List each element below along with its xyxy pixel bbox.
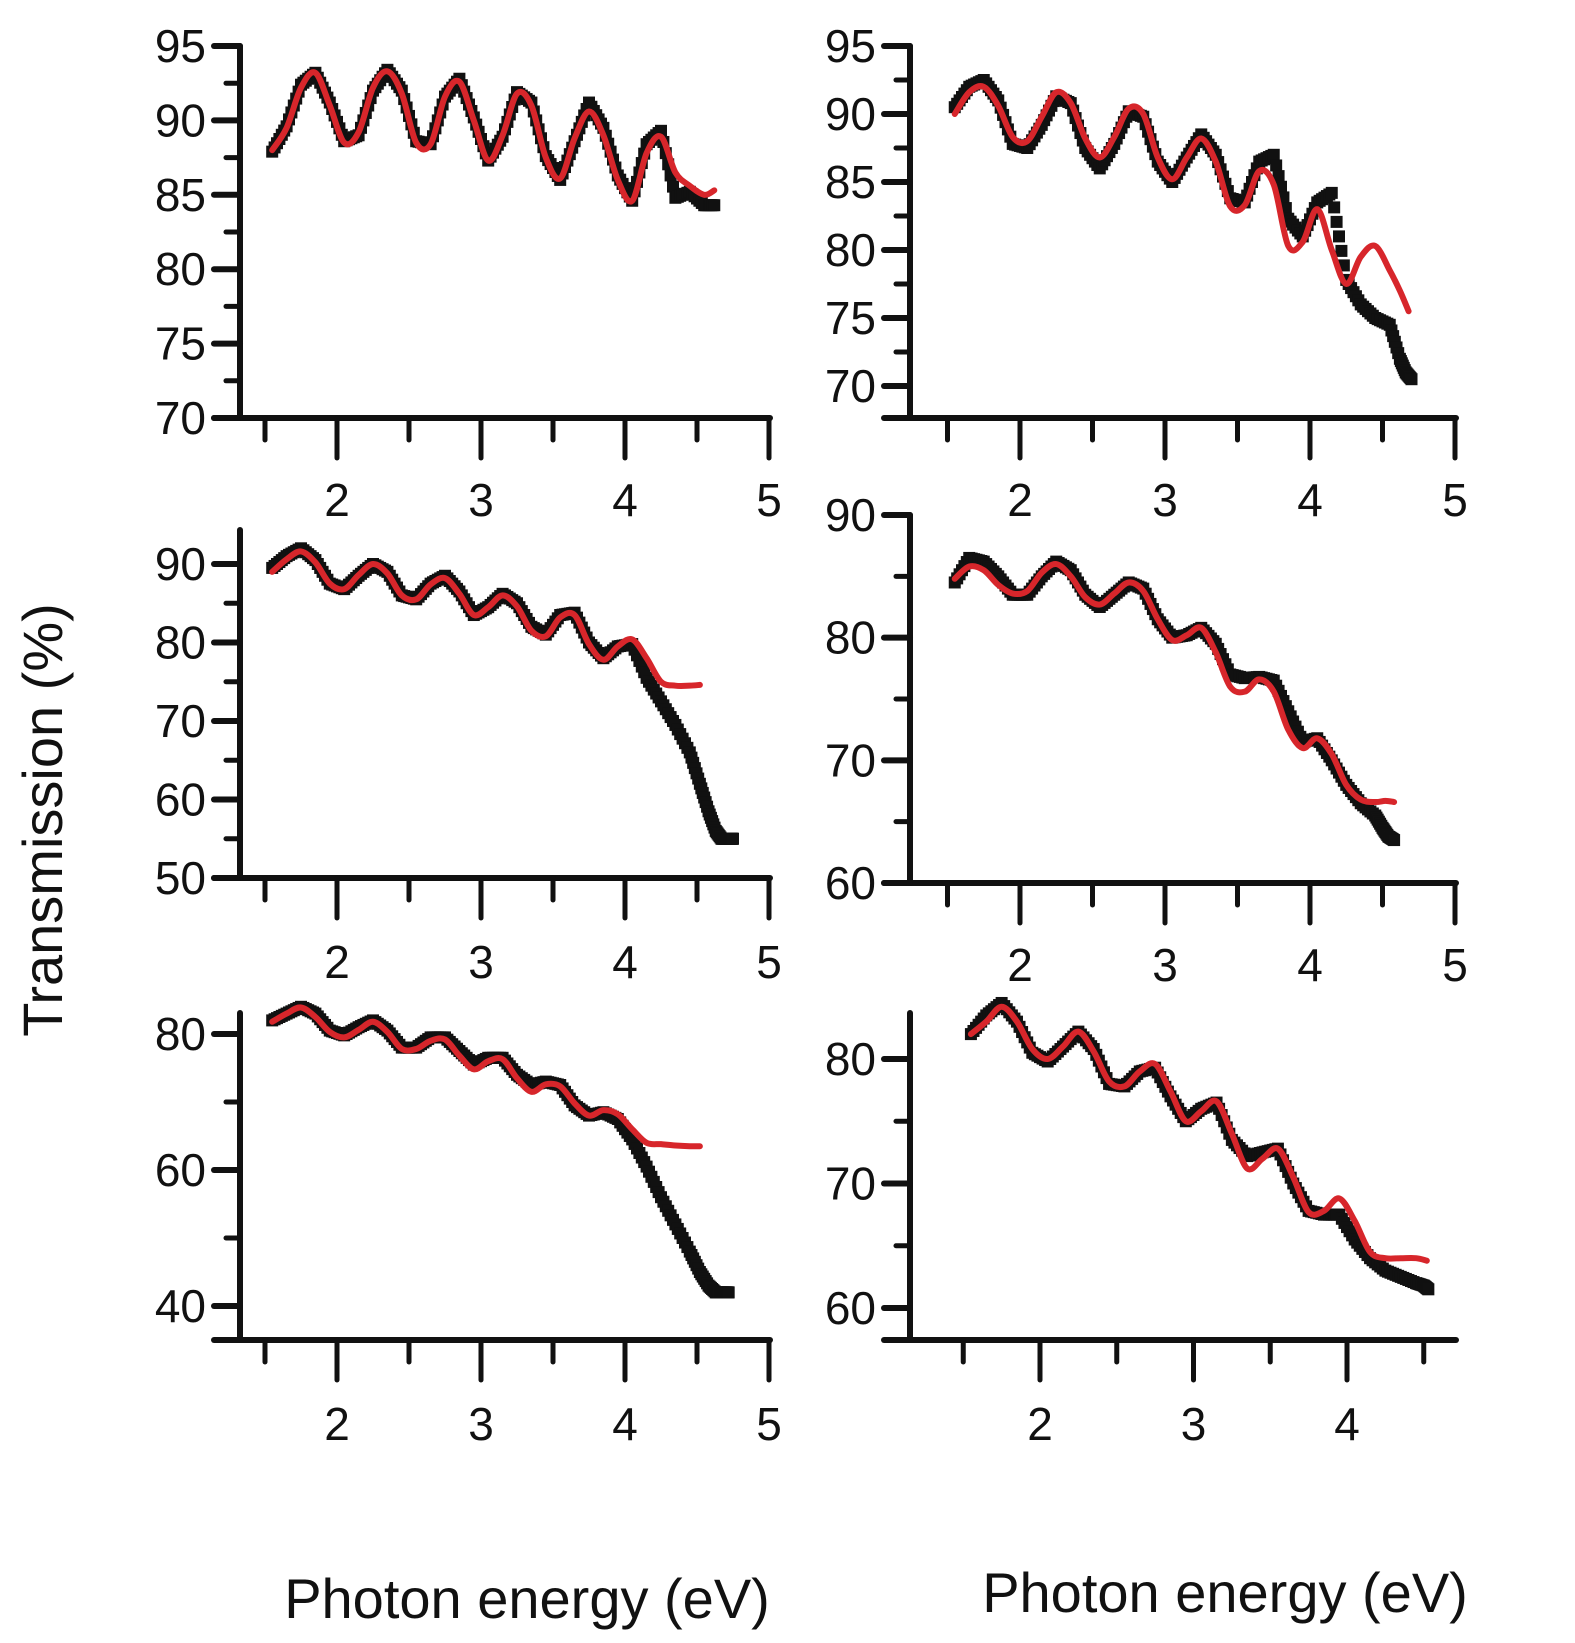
y-tick-label: 95 <box>155 20 206 72</box>
x-tick-label: 5 <box>1442 474 1468 526</box>
y-tick-label: 90 <box>825 489 876 541</box>
y-tick-label: 50 <box>155 852 206 904</box>
y-tick-label: 80 <box>825 1033 876 1085</box>
y-tick-label: 70 <box>155 695 206 747</box>
measured-point <box>667 180 679 193</box>
y-tick-label: 40 <box>155 1280 206 1332</box>
x-tick-label: 3 <box>1152 474 1178 526</box>
y-tick-label: 90 <box>825 88 876 140</box>
panel-middle-left: 50 60 70 80 90 2 3 4 5 <box>155 527 782 988</box>
x-axis-title-left: Photon energy (eV) <box>284 1567 770 1630</box>
x-tick-label: 2 <box>1027 1398 1053 1450</box>
x-tick-label: 3 <box>468 474 494 526</box>
measured-point <box>1333 230 1345 243</box>
y-tick-label: 70 <box>155 392 206 444</box>
panel-bottom-left: 40 60 80 2 3 4 5 <box>155 1000 782 1450</box>
y-tick-label: 60 <box>155 774 206 826</box>
y-tick-label: 85 <box>825 156 876 208</box>
panels: 70 75 80 85 90 95 2 3 4 5 70 75 80 85 90 95 2 3 4 5 50 60 70 80… <box>155 20 1468 1450</box>
x-tick-label: 4 <box>612 936 638 988</box>
series-measured <box>964 996 1435 1296</box>
series-measured <box>266 1000 735 1299</box>
panel-bottom-right: 60 70 80 2 3 4 <box>825 996 1459 1450</box>
series-fit-line <box>269 68 718 205</box>
measured-point <box>1270 159 1283 172</box>
y-tick-label: 60 <box>825 1282 876 1334</box>
y-tick-label: 70 <box>825 1158 876 1210</box>
panel-top-left: 70 75 80 85 90 95 2 3 4 5 <box>155 20 782 526</box>
x-tick-label: 5 <box>1442 939 1468 991</box>
x-tick-label: 5 <box>756 936 782 988</box>
x-tick-label: 4 <box>1334 1398 1360 1450</box>
y-tick-label: 85 <box>155 169 206 221</box>
y-tick-label: 80 <box>155 617 206 669</box>
x-tick-label: 2 <box>1007 939 1033 991</box>
y-tick-label: 75 <box>155 318 206 370</box>
measured-point <box>727 832 739 845</box>
y-tick-label: 80 <box>155 1008 206 1060</box>
measured-point <box>1325 186 1338 199</box>
measured-point <box>1330 215 1343 228</box>
measured-point <box>1388 834 1401 847</box>
series-fit-line <box>951 83 1412 315</box>
x-tick-label: 3 <box>1152 939 1178 991</box>
x-tick-label: 3 <box>1181 1398 1207 1450</box>
y-tick-label: 90 <box>155 94 206 146</box>
x-tick-label: 5 <box>756 474 782 526</box>
series-fit-line <box>269 1004 703 1150</box>
measured-point <box>708 199 721 212</box>
measured-point <box>1405 373 1418 386</box>
measured-point <box>1272 170 1285 183</box>
measured-point <box>1328 201 1341 214</box>
series-fit-line <box>951 561 1398 806</box>
x-tick-label: 3 <box>468 1398 494 1450</box>
x-tick-label: 5 <box>756 1398 782 1450</box>
y-tick-label: 80 <box>825 224 876 276</box>
y-tick-label: 60 <box>825 857 876 909</box>
measured-point <box>1335 244 1348 257</box>
panel-middle-right: 60 70 80 90 2 3 4 5 <box>825 489 1468 991</box>
series-fit-line <box>269 548 703 689</box>
series-measured <box>948 74 1418 386</box>
y-tick-label: 60 <box>155 1144 206 1196</box>
y-tick-label: 75 <box>825 292 876 344</box>
measured-point <box>1422 1283 1435 1296</box>
panel-top-right: 70 75 80 85 90 95 2 3 4 5 <box>825 20 1468 526</box>
x-tick-label: 2 <box>324 936 350 988</box>
y-tick-label: 95 <box>825 20 876 72</box>
y-tick-label: 70 <box>825 734 876 786</box>
y-tick-label: 80 <box>155 243 206 295</box>
x-tick-label: 4 <box>1297 474 1323 526</box>
measured-point <box>722 1286 735 1299</box>
x-tick-label: 2 <box>324 474 350 526</box>
measured-point <box>1267 148 1280 161</box>
x-tick-label: 2 <box>324 1398 350 1450</box>
y-tick-label: 80 <box>825 612 876 664</box>
x-axis-title-right: Photon energy (eV) <box>982 1561 1468 1624</box>
series-fit-line <box>967 1003 1430 1264</box>
x-tick-label: 3 <box>468 936 494 988</box>
y-tick-label: 90 <box>155 538 206 590</box>
x-tick-label: 2 <box>1007 474 1033 526</box>
y-tick-label: 70 <box>825 360 876 412</box>
y-axis-title: Transmission (%) <box>11 603 74 1037</box>
x-tick-label: 4 <box>612 1398 638 1450</box>
x-tick-label: 4 <box>1297 939 1323 991</box>
x-tick-label: 4 <box>612 474 638 526</box>
